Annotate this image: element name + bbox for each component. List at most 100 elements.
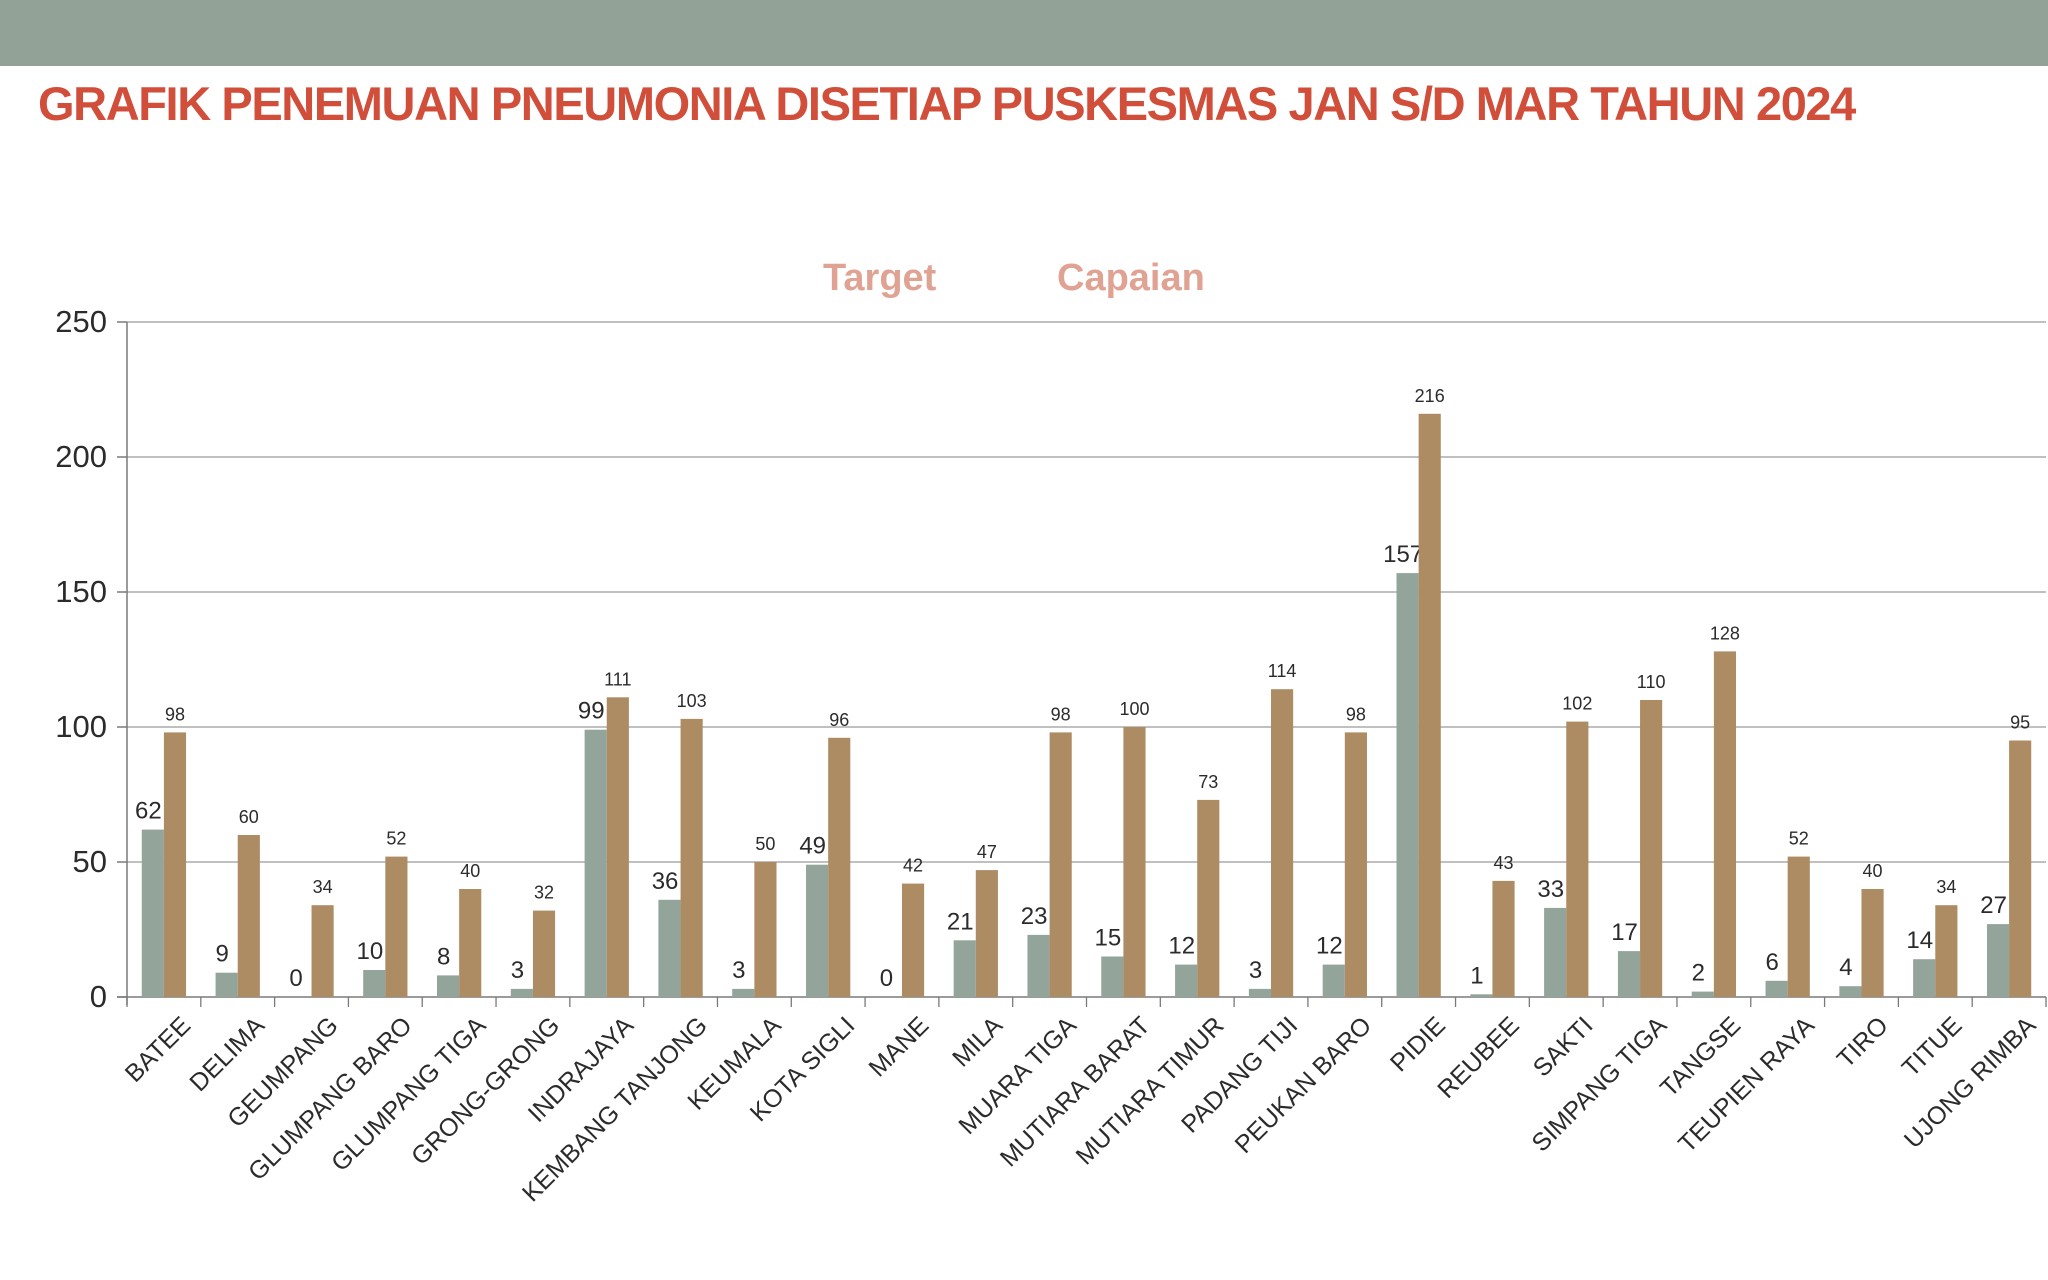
bar-target bbox=[1027, 934, 1050, 997]
data-label-capaian: 50 bbox=[755, 834, 775, 854]
bar-target bbox=[141, 829, 164, 997]
y-tick-label: 100 bbox=[55, 709, 107, 744]
y-tick-label: 250 bbox=[55, 304, 107, 339]
bar-target bbox=[1986, 924, 2010, 997]
data-label-capaian: 110 bbox=[1637, 672, 1666, 692]
data-label-capaian: 52 bbox=[1789, 829, 1809, 849]
bar-target bbox=[1248, 988, 1272, 997]
x-tick-label: PEUKAN BARO bbox=[1230, 1011, 1378, 1159]
bar-capaian bbox=[459, 889, 482, 997]
y-tick-label: 50 bbox=[73, 844, 107, 879]
data-label-target: 3 bbox=[1249, 957, 1262, 984]
bar-target bbox=[1691, 991, 1714, 997]
bar-capaian bbox=[1787, 856, 1810, 997]
x-tick-label: MANE bbox=[863, 1011, 934, 1082]
bar-capaian bbox=[237, 835, 260, 997]
bar-target bbox=[1839, 986, 1862, 997]
header-band bbox=[0, 0, 2048, 66]
bar-capaian bbox=[1492, 880, 1515, 997]
bar-target bbox=[1175, 964, 1198, 997]
data-label-target: 6 bbox=[1765, 949, 1778, 976]
data-label-target: 2 bbox=[1692, 960, 1705, 987]
data-label-capaian: 98 bbox=[165, 704, 185, 724]
bar-capaian bbox=[1861, 889, 1884, 997]
bar-capaian bbox=[1271, 689, 1294, 997]
bar-target bbox=[1322, 964, 1345, 997]
x-tick-label: MILA bbox=[947, 1011, 1008, 1072]
bar-target bbox=[1913, 959, 1936, 997]
data-label-capaian: 103 bbox=[677, 691, 707, 711]
data-label-capaian: 98 bbox=[1346, 704, 1366, 724]
x-tick-label: SIMPANG TIGA bbox=[1526, 1011, 1672, 1157]
bar-capaian bbox=[680, 718, 703, 997]
bar-target bbox=[1544, 907, 1567, 997]
data-label-target: 3 bbox=[511, 957, 524, 984]
bar-target bbox=[953, 940, 976, 997]
bar-target bbox=[363, 970, 386, 997]
bar-target bbox=[1396, 573, 1419, 997]
bar-target bbox=[584, 729, 607, 997]
bar-capaian bbox=[1418, 413, 1441, 997]
data-label-capaian: 128 bbox=[1710, 623, 1740, 643]
bar-target bbox=[1765, 980, 1788, 997]
data-label-target: 157 bbox=[1383, 541, 1423, 568]
data-label-capaian: 111 bbox=[604, 669, 631, 689]
data-label-target: 15 bbox=[1095, 925, 1122, 952]
y-tick-label: 200 bbox=[55, 439, 107, 474]
data-label-capaian: 42 bbox=[903, 856, 923, 876]
bar-target bbox=[510, 988, 533, 997]
data-label-target: 4 bbox=[1839, 954, 1852, 981]
data-label-target: 27 bbox=[1980, 892, 2007, 919]
bar-capaian bbox=[1197, 799, 1220, 997]
data-label-capaian: 98 bbox=[1051, 704, 1071, 724]
bar-target bbox=[1101, 956, 1124, 997]
x-tick-label: SAKTI bbox=[1528, 1011, 1599, 1082]
x-tick-label: TIRO bbox=[1832, 1011, 1894, 1073]
bar-target bbox=[658, 899, 681, 997]
data-label-target: 10 bbox=[356, 938, 383, 965]
data-label-capaian: 60 bbox=[239, 807, 259, 827]
data-label-capaian: 52 bbox=[386, 829, 406, 849]
data-label-capaian: 43 bbox=[1493, 853, 1513, 873]
bar-target bbox=[806, 864, 829, 997]
data-label-capaian: 100 bbox=[1119, 699, 1149, 719]
bar-capaian bbox=[975, 870, 998, 997]
bar-capaian bbox=[1123, 727, 1146, 997]
bar-target bbox=[436, 975, 460, 997]
data-label-target: 12 bbox=[1316, 933, 1343, 960]
bar-capaian bbox=[2009, 740, 2032, 997]
bar-capaian bbox=[1935, 905, 1958, 997]
bar-target bbox=[215, 972, 238, 997]
data-label-target: 36 bbox=[652, 868, 679, 895]
bar-capaian bbox=[1640, 700, 1663, 997]
bar-capaian bbox=[385, 856, 408, 997]
data-label-capaian: 40 bbox=[1863, 861, 1883, 881]
bar-capaian bbox=[532, 910, 556, 997]
data-label-capaian: 114 bbox=[1268, 661, 1297, 681]
data-label-target: 17 bbox=[1611, 919, 1638, 946]
bar-target bbox=[1617, 951, 1641, 997]
data-label-target: 49 bbox=[799, 833, 826, 860]
data-label-target: 33 bbox=[1537, 876, 1564, 903]
y-tick-label: 150 bbox=[55, 574, 107, 609]
data-label-target: 9 bbox=[216, 941, 229, 968]
bar-capaian bbox=[163, 732, 187, 997]
bar-target bbox=[1470, 994, 1493, 997]
data-label-target: 21 bbox=[947, 908, 974, 935]
data-label-capaian: 96 bbox=[829, 710, 849, 730]
legend-target: Target bbox=[823, 257, 937, 299]
data-label-capaian: 216 bbox=[1415, 386, 1445, 406]
x-tick-label: PIDIE bbox=[1385, 1011, 1451, 1077]
data-label-target: 14 bbox=[1906, 927, 1933, 954]
bar-capaian bbox=[1344, 732, 1367, 997]
data-label-capaian: 102 bbox=[1562, 694, 1592, 714]
bar-target bbox=[732, 988, 755, 997]
x-tick-label: UJONG RIMBA bbox=[1899, 1011, 2042, 1154]
bar-capaian bbox=[754, 862, 777, 997]
slide-title: GRAFIK PENEMUAN PNEUMONIA DISETIAP PUSKE… bbox=[38, 77, 1856, 130]
data-label-target: 1 bbox=[1470, 962, 1483, 989]
x-tick-label: REUBEE bbox=[1432, 1011, 1524, 1103]
data-label-target: 12 bbox=[1168, 933, 1195, 960]
data-label-target: 0 bbox=[880, 965, 893, 992]
